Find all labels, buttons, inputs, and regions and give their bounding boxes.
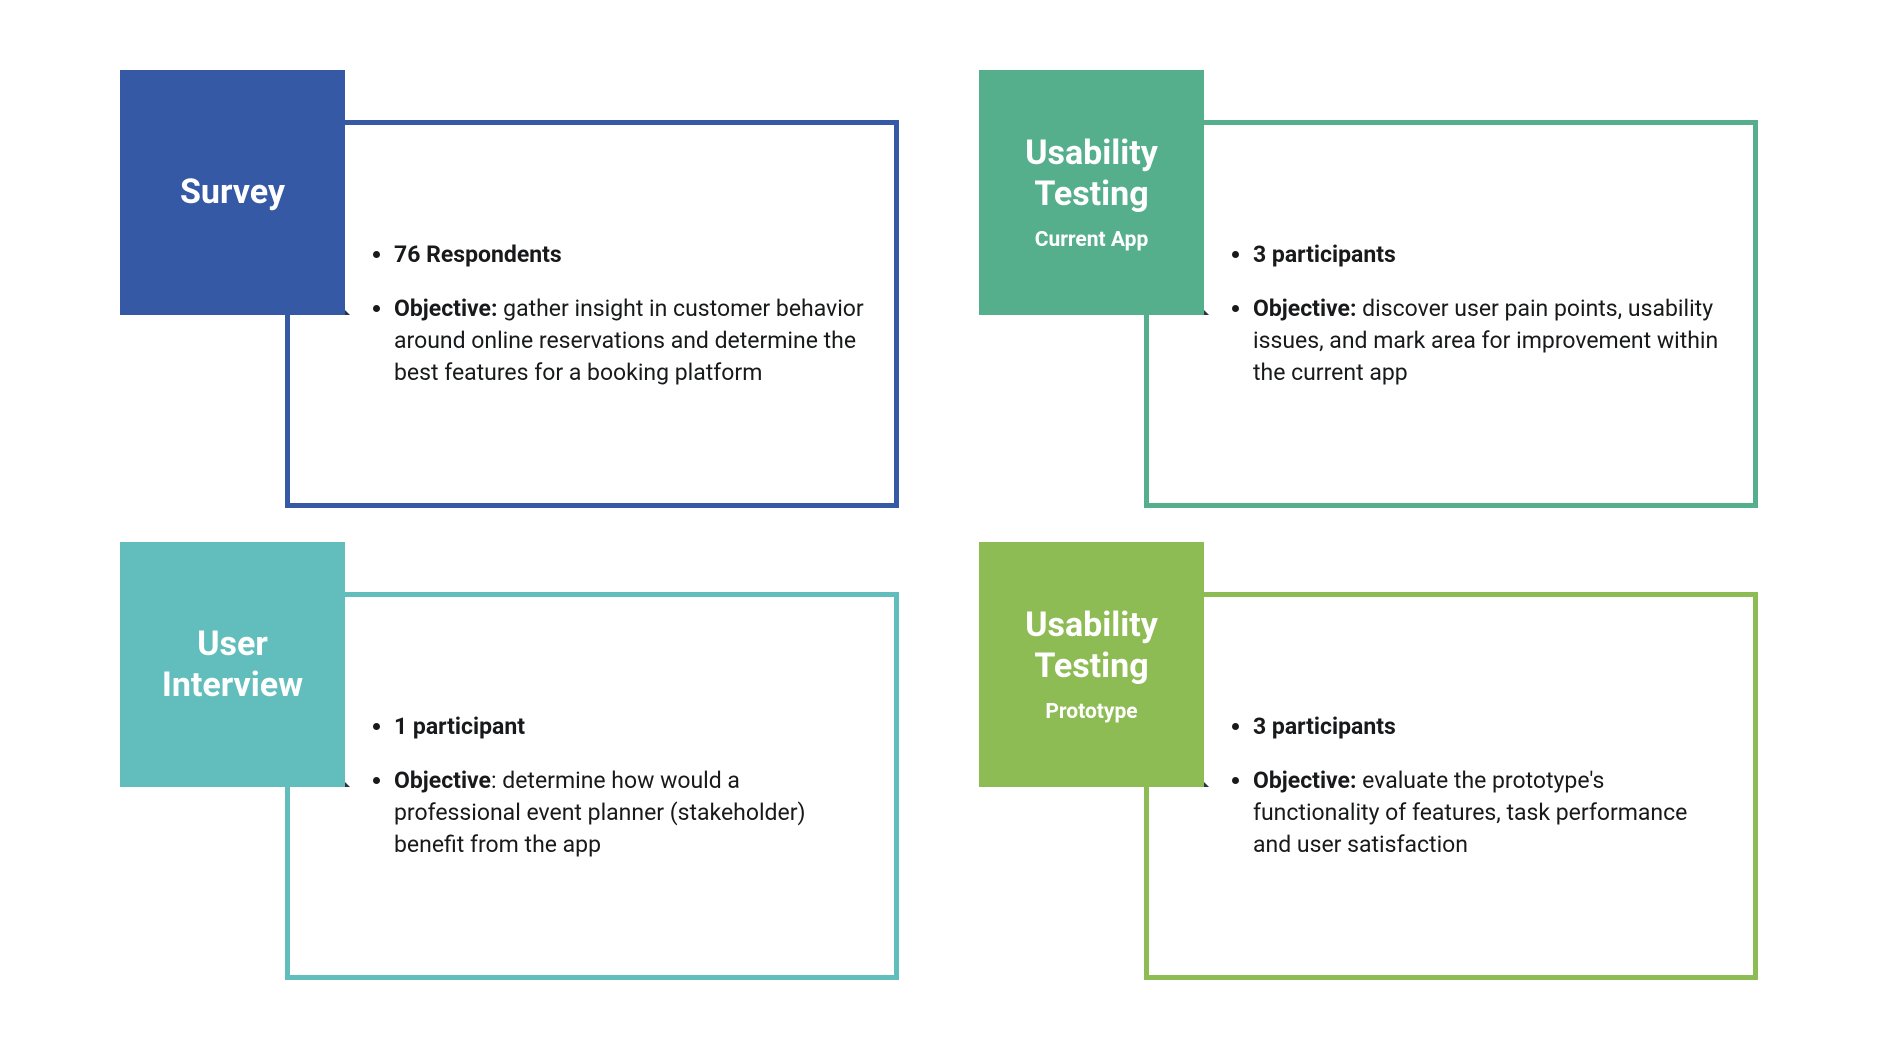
card-user-interview: 1 participant Objective: determine how w… [120, 562, 899, 944]
bullet-list: 1 participant Objective: determine how w… [370, 711, 864, 862]
label-box: User Interview [120, 542, 345, 787]
card-usability-prototype: 3 participants Objective: evaluate the p… [979, 562, 1758, 944]
objective-label: Objective: [1253, 295, 1356, 322]
objective-item: Objective: evaluate the prototype's func… [1253, 765, 1723, 862]
metric-item: 1 participant [394, 711, 864, 743]
objective-label: Objective: [1253, 767, 1356, 794]
objective-item: Objective: gather insight in customer be… [394, 293, 864, 390]
content-box: 3 participants Objective: discover user … [1144, 120, 1758, 508]
objective-label: Objective: [394, 295, 497, 322]
objective-label: Objective [394, 767, 491, 794]
metric-text: 3 participants [1253, 241, 1396, 268]
metric-item: 3 participants [1253, 711, 1723, 743]
label-title: Survey [180, 172, 285, 212]
objective-item: Objective: discover user pain points, us… [1253, 293, 1723, 390]
metric-item: 76 Respondents [394, 239, 864, 271]
metric-item: 3 participants [1253, 239, 1723, 271]
metric-text: 1 participant [394, 713, 525, 740]
label-title: Usability Testing [991, 133, 1192, 213]
label-box: Usability Testing Prototype [979, 542, 1204, 787]
label-title: User Interview [132, 624, 333, 704]
label-box: Usability Testing Current App [979, 70, 1204, 315]
card-usability-current: 3 participants Objective: discover user … [979, 90, 1758, 472]
label-subtitle: Prototype [1045, 700, 1137, 724]
label-title: Usability Testing [991, 605, 1192, 685]
bullet-list: 76 Respondents Objective: gather insight… [370, 239, 864, 390]
bullet-list: 3 participants Objective: evaluate the p… [1229, 711, 1723, 862]
label-box: Survey [120, 70, 345, 315]
objective-item: Objective: determine how would a profess… [394, 765, 864, 862]
metric-text: 3 participants [1253, 713, 1396, 740]
cards-grid: 76 Respondents Objective: gather insight… [0, 0, 1888, 1064]
bullet-list: 3 participants Objective: discover user … [1229, 239, 1723, 390]
content-box: 3 participants Objective: evaluate the p… [1144, 592, 1758, 980]
card-survey: 76 Respondents Objective: gather insight… [120, 90, 899, 472]
content-box: 76 Respondents Objective: gather insight… [285, 120, 899, 508]
metric-text: 76 Respondents [394, 241, 562, 268]
content-box: 1 participant Objective: determine how w… [285, 592, 899, 980]
label-subtitle: Current App [1035, 228, 1149, 252]
